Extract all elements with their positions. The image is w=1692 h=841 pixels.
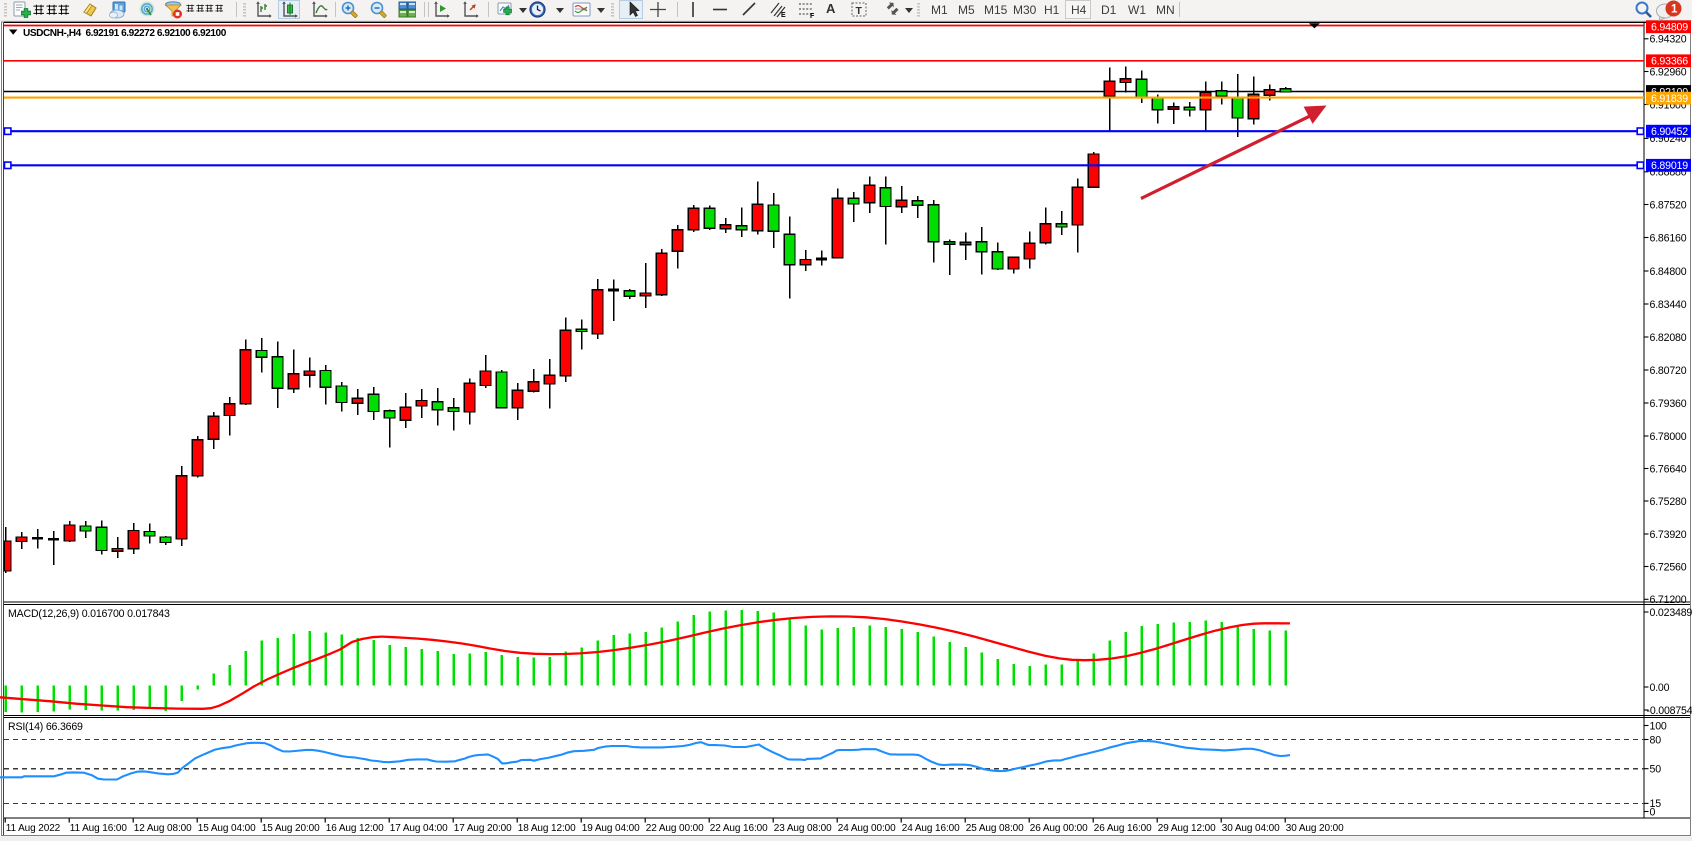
svg-text:6.79360: 6.79360 bbox=[1650, 398, 1687, 410]
svg-text:6.84800: 6.84800 bbox=[1650, 266, 1687, 278]
svg-text:6.94320: 6.94320 bbox=[1650, 34, 1687, 46]
svg-text:0.023489: 0.023489 bbox=[1650, 607, 1692, 619]
svg-text:6.86160: 6.86160 bbox=[1650, 232, 1687, 244]
svg-text:100: 100 bbox=[1650, 720, 1667, 732]
svg-text:6.73920: 6.73920 bbox=[1650, 529, 1687, 541]
svg-text:25 Aug 08:00: 25 Aug 08:00 bbox=[966, 823, 1024, 834]
svg-text:15 Aug 04:00: 15 Aug 04:00 bbox=[198, 823, 256, 834]
svg-text:6.89019: 6.89019 bbox=[1651, 160, 1688, 172]
svg-text:6.83440: 6.83440 bbox=[1650, 299, 1687, 311]
svg-text:0: 0 bbox=[1650, 806, 1656, 818]
svg-text:6.76640: 6.76640 bbox=[1650, 463, 1687, 475]
svg-text:6.90452: 6.90452 bbox=[1651, 126, 1688, 138]
svg-text:6.92960: 6.92960 bbox=[1650, 66, 1687, 78]
svg-text:11 Aug 2022: 11 Aug 2022 bbox=[6, 823, 61, 834]
svg-text:E: E bbox=[781, 12, 786, 19]
svg-text:T: T bbox=[856, 5, 863, 17]
svg-text:RSI(14) 66.3669: RSI(14) 66.3669 bbox=[8, 721, 83, 733]
svg-text:26 Aug 00:00: 26 Aug 00:00 bbox=[1030, 823, 1088, 834]
svg-text:6.82080: 6.82080 bbox=[1650, 332, 1687, 344]
svg-text:6.71200: 6.71200 bbox=[1650, 594, 1687, 606]
svg-text:26 Aug 16:00: 26 Aug 16:00 bbox=[1094, 823, 1152, 834]
svg-text:6.80720: 6.80720 bbox=[1650, 365, 1687, 377]
svg-text:1: 1 bbox=[1671, 4, 1678, 16]
svg-text:15 Aug 20:00: 15 Aug 20:00 bbox=[262, 823, 320, 834]
svg-text:24 Aug 00:00: 24 Aug 00:00 bbox=[838, 823, 896, 834]
svg-text:19 Aug 04:00: 19 Aug 04:00 bbox=[582, 823, 640, 834]
svg-text:11 Aug 16:00: 11 Aug 16:00 bbox=[70, 823, 128, 834]
svg-text:22 Aug 16:00: 22 Aug 16:00 bbox=[710, 823, 768, 834]
svg-text:6.91839: 6.91839 bbox=[1651, 93, 1688, 105]
svg-text:6.93366: 6.93366 bbox=[1651, 56, 1688, 68]
svg-text:18 Aug 12:00: 18 Aug 12:00 bbox=[518, 823, 576, 834]
svg-text:22 Aug 00:00: 22 Aug 00:00 bbox=[646, 823, 704, 834]
svg-text:6.72560: 6.72560 bbox=[1650, 561, 1687, 573]
svg-text:F: F bbox=[810, 13, 815, 19]
svg-text:50: 50 bbox=[1650, 764, 1662, 776]
svg-text:6.87520: 6.87520 bbox=[1650, 199, 1687, 211]
svg-text:6.94809: 6.94809 bbox=[1651, 22, 1688, 34]
svg-text:30 Aug 04:00: 30 Aug 04:00 bbox=[1222, 823, 1280, 834]
svg-text:-0.008754: -0.008754 bbox=[1647, 705, 1692, 717]
svg-text:6.78000: 6.78000 bbox=[1650, 431, 1687, 443]
svg-text:MACD(12,26,9) 0.016700 0.01784: MACD(12,26,9) 0.016700 0.017843 bbox=[8, 608, 170, 620]
svg-text:23 Aug 08:00: 23 Aug 08:00 bbox=[774, 823, 832, 834]
svg-text:30 Aug 20:00: 30 Aug 20:00 bbox=[1286, 823, 1344, 834]
svg-text:15: 15 bbox=[1650, 798, 1662, 810]
svg-text:0.00: 0.00 bbox=[1650, 682, 1670, 694]
svg-text:17 Aug 04:00: 17 Aug 04:00 bbox=[390, 823, 448, 834]
svg-text:USDCNH-,H4 6.92191 6.92272 6.: USDCNH-,H4 6.92191 6.92272 6.92100 6.921… bbox=[23, 28, 227, 39]
svg-text:16 Aug 12:00: 16 Aug 12:00 bbox=[326, 823, 384, 834]
svg-text:80: 80 bbox=[1650, 734, 1662, 746]
svg-text:17 Aug 20:00: 17 Aug 20:00 bbox=[454, 823, 512, 834]
svg-text:29 Aug 12:00: 29 Aug 12:00 bbox=[1158, 823, 1216, 834]
svg-text:6.75280: 6.75280 bbox=[1650, 496, 1687, 508]
svg-text:24 Aug 16:00: 24 Aug 16:00 bbox=[902, 823, 960, 834]
svg-text:12 Aug 08:00: 12 Aug 08:00 bbox=[134, 823, 192, 834]
